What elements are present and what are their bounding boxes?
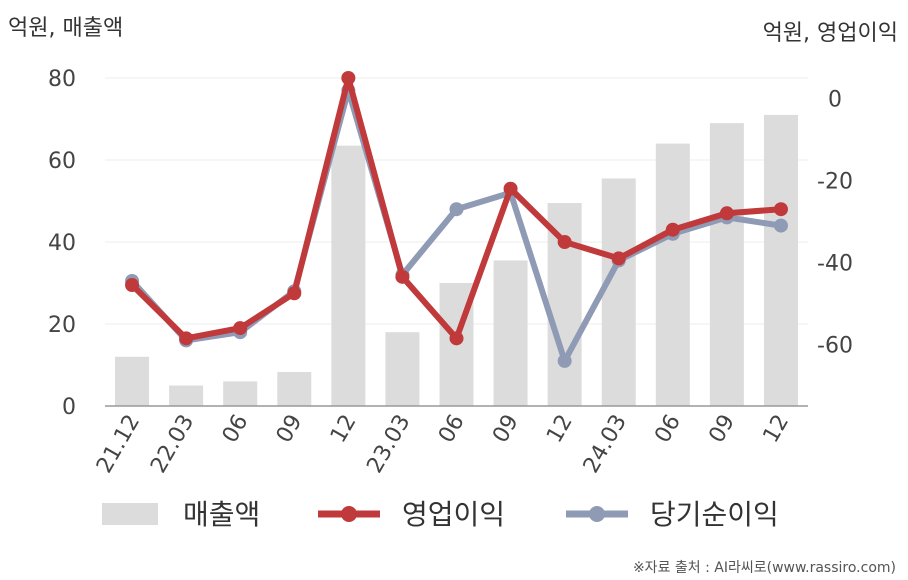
revenue-bar [115, 356, 150, 406]
x-tick-label: 12 [759, 411, 795, 448]
x-tick-label: 12 [542, 411, 578, 448]
legend-marker-operating-profit [341, 506, 357, 522]
series-point [557, 353, 572, 368]
left-tick-label: 40 [48, 231, 76, 256]
series-point [341, 71, 356, 85]
left-tick-label: 60 [48, 149, 76, 174]
x-tick-label: 12 [326, 411, 362, 448]
revenue-bar [223, 381, 258, 406]
revenue-bar [331, 145, 366, 406]
right-tick-label: 0 [828, 88, 842, 113]
revenue-bar [493, 260, 528, 406]
right-axis-title: 억원, 영업이익 [763, 21, 898, 46]
left-tick-label: 20 [48, 313, 76, 338]
series-point [557, 235, 572, 249]
left-axis-title: 억원, 매출액 [8, 16, 123, 41]
series-point [395, 269, 410, 284]
x-tick-label: 06 [650, 411, 686, 448]
x-tick-label: 09 [488, 411, 524, 448]
x-tick-label: 22.03 [146, 411, 199, 478]
series-point [287, 286, 302, 301]
legend-label-net-income: 당기순이익 [650, 498, 779, 531]
x-tick-label: 09 [704, 411, 740, 448]
series-point [719, 206, 734, 221]
series-point [773, 218, 788, 233]
series-point [233, 321, 248, 336]
revenue-bar [385, 332, 420, 406]
x-tick-label: 24.03 [579, 411, 632, 478]
left-axis-ticks: 0 20 40 60 80 [48, 67, 76, 420]
revenue-bar [763, 114, 798, 407]
right-axis-ticks: 0 -20 -40 -60 [817, 88, 853, 359]
left-tick-label: 80 [48, 67, 76, 92]
revenue-bar [601, 178, 636, 406]
series-point [125, 278, 140, 293]
revenue-bars [115, 114, 798, 407]
series-point [503, 181, 518, 196]
x-tick-label: 06 [218, 411, 254, 448]
x-tick-label: 23.03 [362, 411, 415, 478]
right-tick-label: -40 [817, 252, 853, 277]
right-tick-label: -60 [817, 334, 853, 359]
legend-marker-net-income [589, 506, 605, 522]
legend-label-revenue: 매출액 [183, 498, 260, 531]
series-point [665, 222, 680, 237]
profit-lines [125, 71, 788, 368]
legend-label-operating-profit: 영업이익 [402, 498, 505, 531]
x-tick-label: 06 [434, 411, 470, 448]
revenue-bar [709, 123, 744, 406]
revenue-bar [169, 385, 204, 406]
x-tick-label: 09 [272, 411, 308, 448]
right-tick-label: -20 [817, 170, 853, 195]
x-tick-label: 21.12 [92, 411, 145, 478]
revenue-bar [655, 143, 690, 406]
x-axis-ticks: 21.12 22.03 06 09 12 23.03 06 09 12 24.03 06 09 12 [92, 411, 794, 478]
series-point [611, 251, 626, 266]
series-point [773, 202, 788, 217]
legend-swatch-revenue [102, 503, 158, 525]
left-tick-label: 0 [62, 395, 76, 420]
source-note: ※자료 출처 : AI라씨로(www.rassiro.com) [633, 560, 896, 576]
series-point [449, 331, 464, 346]
legend: 매출액 영업이익 당기순이익 [102, 498, 779, 531]
series-point [449, 202, 464, 217]
revenue-bar [277, 371, 312, 406]
series-point [179, 331, 194, 346]
